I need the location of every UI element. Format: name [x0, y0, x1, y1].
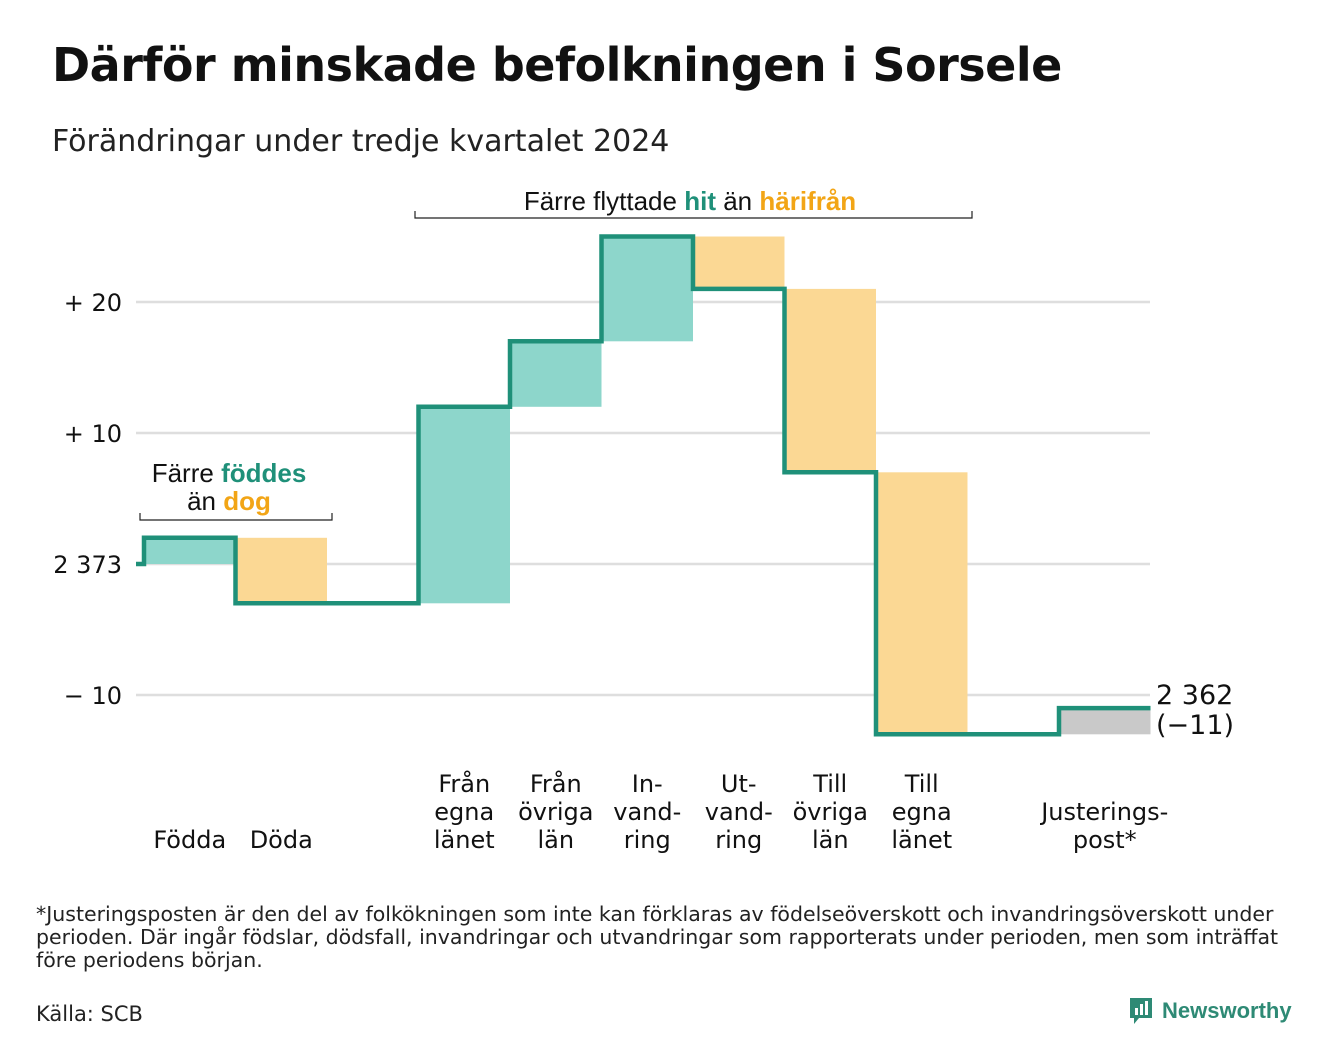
- svg-text:Färre flyttade hit: Färre flyttade hit än härifrån: [524, 186, 856, 216]
- bars: [144, 236, 1151, 735]
- y-tick-label: + 10: [64, 420, 122, 448]
- annotation-highlight-hit: hit: [684, 186, 716, 216]
- annotation-bracket: [139, 513, 333, 521]
- step-line: [136, 234, 1151, 737]
- annotation-text: än: [723, 186, 752, 216]
- bar-in: [601, 236, 693, 342]
- bar-in: [144, 537, 236, 564]
- chart-title: Därför minskade befolkningen i Sorsele: [52, 38, 1062, 92]
- brand-logo: Newsworthy: [1128, 996, 1292, 1026]
- annotation-births-deaths: Färre föddes än dog: [139, 458, 333, 521]
- x-category-label: Från övriga län: [518, 769, 593, 854]
- y-tick-label: − 10: [64, 682, 122, 710]
- net-change-value: (−11): [1156, 710, 1234, 741]
- annotation-highlight-died: dog: [223, 486, 271, 516]
- annotation-text: Färre flyttade: [524, 186, 677, 216]
- x-category-label: Döda: [250, 826, 313, 854]
- footnote: *Justeringsposten är den del av folkökni…: [36, 902, 1279, 972]
- end-value-label: 2 362(−11): [1156, 680, 1234, 741]
- step-line-layer: [136, 234, 1151, 737]
- svg-text:än dog: än dog: [187, 486, 271, 516]
- bar-adj: [1059, 708, 1151, 735]
- x-category-label: Till övriga län: [793, 770, 868, 854]
- end-value: 2 362: [1156, 680, 1233, 711]
- bar-out: [876, 472, 968, 735]
- source-label: Källa: SCB: [36, 1002, 143, 1026]
- newsworthy-logo-icon: [1130, 998, 1152, 1024]
- annotation-bracket: [414, 211, 973, 219]
- gridlines: [136, 300, 1150, 697]
- svg-text:Färre föddes: Färre föddes: [152, 458, 307, 488]
- x-category-label: In-vand-ring: [613, 770, 681, 854]
- annotation-text: Färre: [152, 458, 214, 488]
- annotation-highlight-harifran: härifrån: [759, 186, 856, 216]
- bar-in: [418, 406, 510, 604]
- chart-subtitle: Förändringar under tredje kvartalet 2024: [52, 124, 670, 159]
- y-tick-label: 2 373: [53, 551, 122, 579]
- bar-in: [510, 341, 602, 407]
- bar-out: [235, 537, 327, 604]
- x-category-label: Justerings-post*: [1039, 798, 1168, 854]
- y-axis-ticks: + 20 + 10 2 373 − 10: [53, 289, 122, 710]
- annotation-highlight-born: föddes: [221, 458, 306, 488]
- x-category-label: Ut-vand-ring: [705, 770, 773, 854]
- bar-out: [784, 288, 876, 473]
- waterfall-chart: + 20 + 10 2 373 − 10 Födda Döda Från egna länet…: [53, 186, 1234, 854]
- annotation-text: än: [187, 486, 216, 516]
- x-category-label: Födda: [153, 826, 226, 854]
- annotation-migration: Färre flyttade hit än härifrån: [414, 186, 973, 219]
- x-category-label: Till egna länet: [891, 770, 952, 854]
- y-tick-label: + 20: [64, 289, 122, 317]
- x-axis-labels: Födda Döda Från egna länet Från övriga län In-va…: [153, 769, 1168, 854]
- brand-name: Newsworthy: [1162, 998, 1292, 1023]
- x-category-label: Från egna länet: [434, 769, 495, 854]
- bar-out: [693, 236, 785, 289]
